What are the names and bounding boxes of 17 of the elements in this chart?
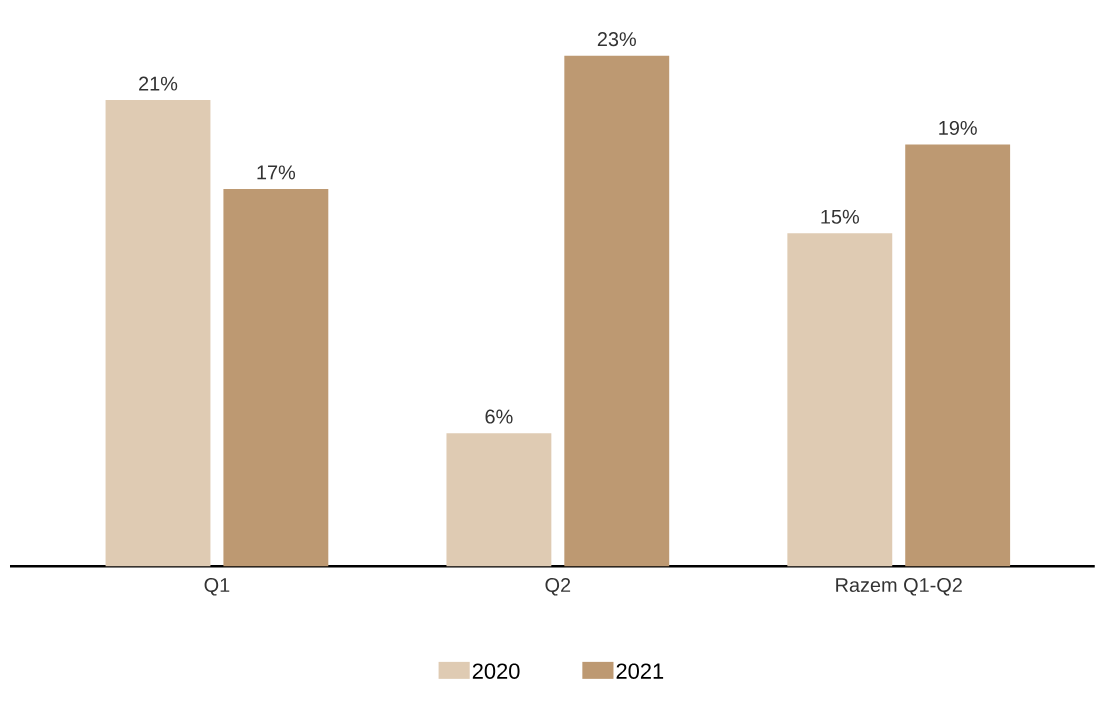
data-label: 15%	[821, 209, 859, 224]
data-label: 6%	[485, 409, 513, 424]
x-tick-label: Q2	[545, 577, 571, 596]
data-label: 23%	[597, 32, 636, 47]
bar	[787, 233, 893, 567]
legend-label: 2021	[616, 663, 664, 679]
legend-label: 2020	[472, 663, 520, 679]
bar	[564, 55, 670, 567]
x-tick-label: Q1	[204, 577, 230, 596]
bar	[105, 100, 211, 567]
data-label: 17%	[257, 165, 296, 180]
bar	[223, 188, 329, 567]
bar	[446, 433, 552, 567]
data-label: 19%	[939, 120, 977, 135]
x-tick-label: Razem Q1-Q2	[836, 577, 962, 596]
bar	[905, 144, 1011, 567]
data-label: 21%	[139, 76, 178, 91]
